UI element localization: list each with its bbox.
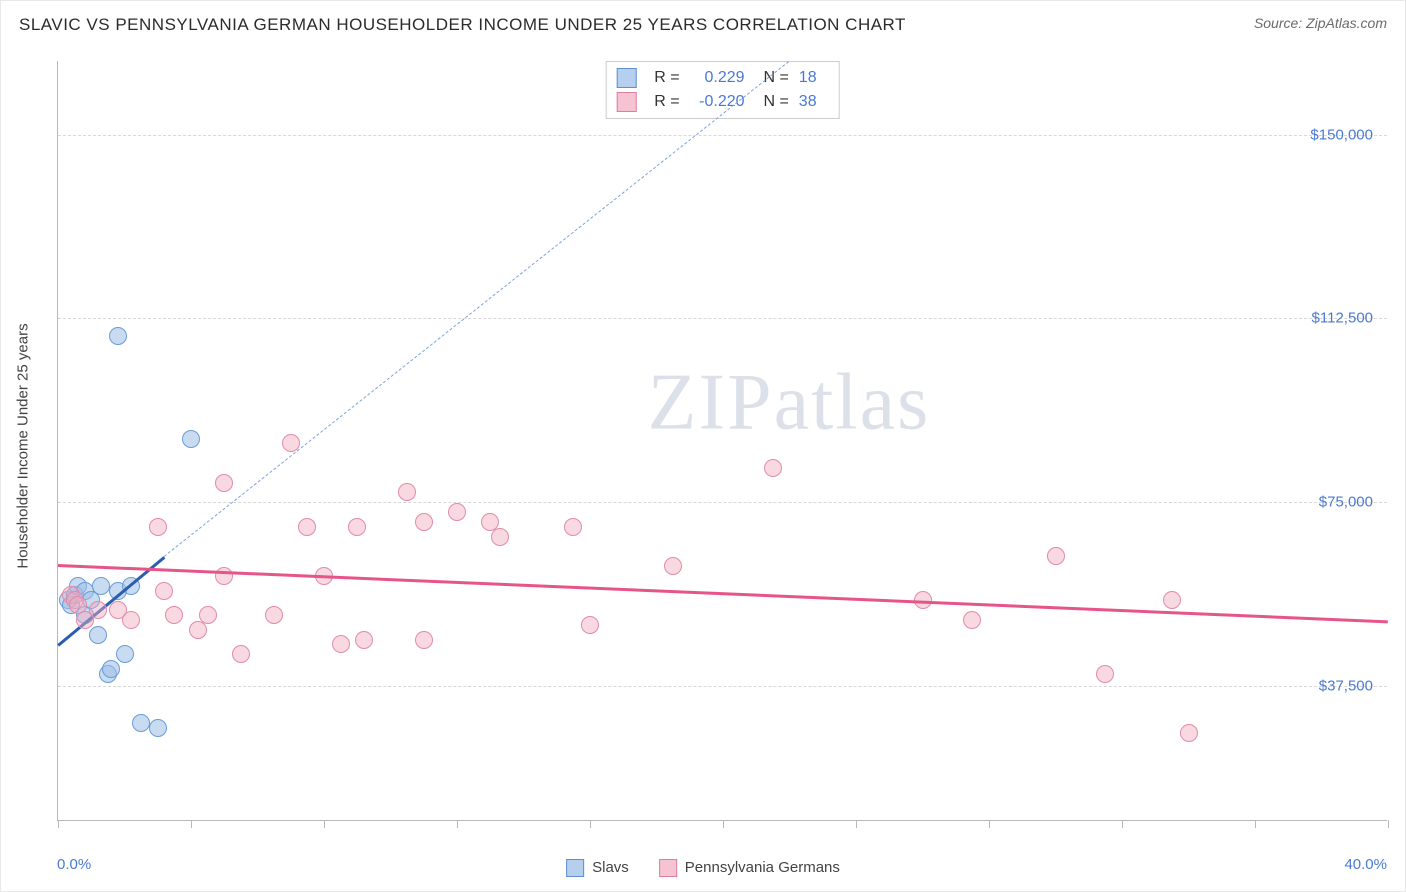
x-tick [1122,820,1123,828]
data-point [165,606,183,624]
stats-r-label: R = [654,93,679,111]
x-tick [723,820,724,828]
x-tick [856,820,857,828]
data-point [149,719,167,737]
x-tick [989,820,990,828]
y-tick-label: $37,500 [1319,678,1373,695]
y-tick-label: $112,500 [1312,310,1373,327]
chart-container: SLAVIC VS PENNSYLVANIA GERMAN HOUSEHOLDE… [0,0,1406,892]
data-point [122,611,140,629]
x-axis-end: 40.0% [1344,856,1387,873]
data-point [415,631,433,649]
gridline [58,318,1387,319]
data-point [348,518,366,536]
plot-area: ZIPatlas R = 0.229 N = 18R = -0.220 N = … [57,61,1387,821]
data-point [182,430,200,448]
data-point [89,601,107,619]
data-point [564,518,582,536]
legend-label: Slavs [592,859,629,876]
data-point [1180,724,1198,742]
bottom-legend: Slavs Pennsylvania Germans [566,859,840,877]
data-point [232,645,250,663]
stats-n-label: N = [755,93,789,111]
data-point [265,606,283,624]
data-point [102,660,120,678]
legend-item: Pennsylvania Germans [659,859,840,877]
data-point [448,503,466,521]
data-point [581,616,599,634]
x-tick [58,820,59,828]
data-point [491,528,509,546]
y-tick-label: $150,000 [1310,126,1373,143]
data-point [298,518,316,536]
data-point [149,518,167,536]
data-point [92,577,110,595]
data-point [282,434,300,452]
x-tick [191,820,192,828]
data-point [116,645,134,663]
x-tick [457,820,458,828]
legend-swatch [616,68,636,88]
x-tick [1255,820,1256,828]
trend-line [58,564,1388,623]
legend-label: Pennsylvania Germans [685,859,840,876]
watermark: ZIPatlas [648,357,931,448]
data-point [215,474,233,492]
data-point [109,327,127,345]
data-point [199,606,217,624]
data-point [963,611,981,629]
legend-swatch [659,859,677,877]
data-point [155,582,173,600]
data-point [415,513,433,531]
chart-header: SLAVIC VS PENNSYLVANIA GERMAN HOUSEHOLDE… [1,1,1405,43]
data-point [89,626,107,644]
data-point [398,483,416,501]
x-axis-start: 0.0% [57,856,91,873]
stats-n-value: 38 [799,93,829,111]
y-axis-label: Householder Income Under 25 years [15,323,32,568]
x-tick [324,820,325,828]
chart-title: SLAVIC VS PENNSYLVANIA GERMAN HOUSEHOLDE… [19,15,906,35]
legend-swatch [616,92,636,112]
data-point [1047,547,1065,565]
data-point [764,459,782,477]
stats-legend-row: R = -0.220 N = 38 [616,90,829,114]
stats-legend-row: R = 0.229 N = 18 [616,66,829,90]
data-point [332,635,350,653]
x-tick [1388,820,1389,828]
data-point [132,714,150,732]
stats-legend-box: R = 0.229 N = 18R = -0.220 N = 38 [605,61,840,119]
legend-swatch [566,859,584,877]
source-attribution: Source: ZipAtlas.com [1254,15,1387,31]
x-tick [590,820,591,828]
data-point [664,557,682,575]
gridline [58,502,1387,503]
stats-r-label: R = [654,69,679,87]
gridline [58,135,1387,136]
legend-item: Slavs [566,859,629,877]
stats-r-value: 0.229 [690,69,745,87]
data-point [355,631,373,649]
gridline [58,686,1387,687]
data-point [215,567,233,585]
data-point [1096,665,1114,683]
data-point [1163,591,1181,609]
stats-n-value: 18 [799,69,829,87]
y-tick-label: $75,000 [1319,494,1373,511]
